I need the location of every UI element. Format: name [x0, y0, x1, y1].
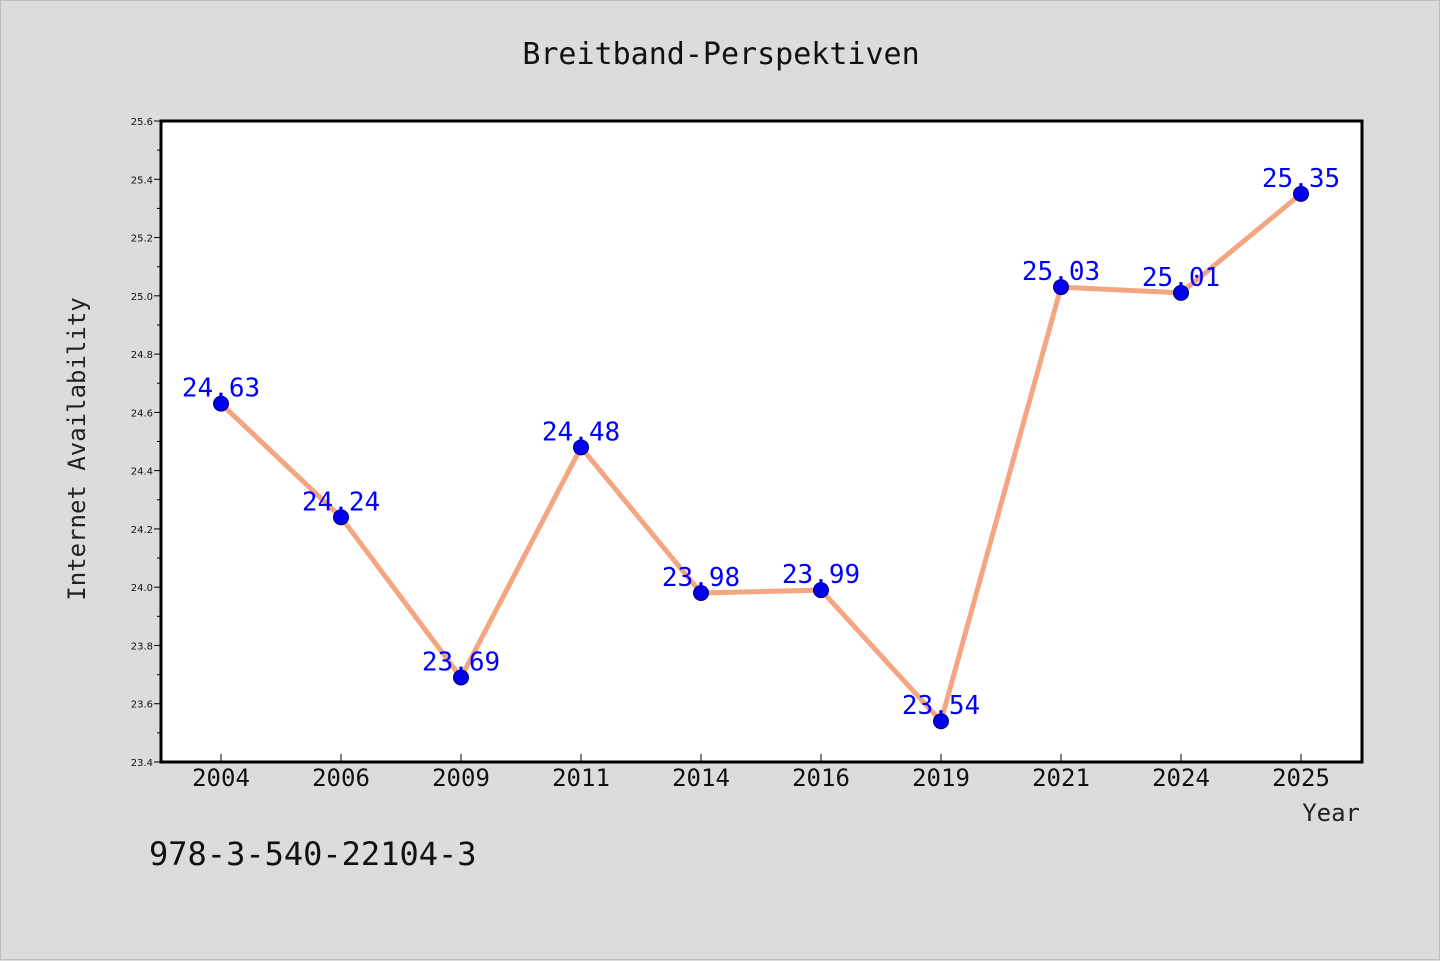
data-point — [333, 509, 349, 526]
x-tick-label: 2011 — [552, 764, 610, 792]
data-point — [693, 585, 709, 602]
data-point — [1173, 284, 1189, 301]
y-tick-label: 24.6 — [131, 408, 153, 419]
x-tick-label: 2006 — [312, 764, 370, 792]
x-tick-label: 2004 — [192, 764, 250, 792]
y-tick-label: 25.0 — [131, 292, 153, 303]
x-axis-label: Year — [1302, 799, 1360, 827]
x-tick-label: 2014 — [672, 764, 730, 792]
y-tick-label: 23.6 — [131, 700, 153, 711]
data-point — [213, 395, 229, 412]
y-tick-label: 24.4 — [131, 467, 153, 478]
y-axis-label: Internet Availability — [63, 297, 91, 600]
y-tick-label: 25.2 — [131, 234, 153, 245]
x-tick-label: 2024 — [1152, 764, 1210, 792]
series-layer: 24.63 24.24 23.69 24.48 23.98 23.99 23.54 25.03… — [182, 164, 1340, 730]
x-tick-label: 2019 — [912, 764, 970, 792]
y-tick-label: 24.2 — [131, 525, 153, 536]
data-label: 25.35 — [1262, 164, 1340, 194]
y-tick-label: 24.8 — [131, 350, 153, 361]
data-label: 24.63 — [182, 374, 260, 404]
data-point — [1293, 185, 1309, 202]
x-axis: 2004 2006 2009 2011 2014 2016 2019 2021 2024 2025 — [192, 754, 1330, 792]
data-point — [573, 439, 589, 456]
series-line — [219, 191, 1303, 724]
x-tick-label: 2009 — [432, 764, 490, 792]
data-point — [933, 713, 949, 730]
chart-title: Breitband-Perspektiven — [522, 37, 919, 72]
y-tick-label: 23.4 — [131, 758, 153, 769]
x-tick-label: 2025 — [1272, 764, 1330, 792]
data-label: 23.69 — [422, 648, 500, 678]
data-label: 23.99 — [782, 560, 860, 590]
data-label: 24.24 — [302, 487, 380, 517]
x-tick-label: 2021 — [1032, 764, 1090, 792]
data-label: 24.48 — [542, 417, 620, 447]
data-label: 25.01 — [1142, 263, 1220, 293]
data-label: 23.98 — [662, 563, 740, 593]
y-tick-label: 25.6 — [131, 117, 153, 128]
data-point — [1053, 279, 1069, 296]
y-tick-label: 23.8 — [131, 641, 153, 652]
x-tick-label: 2016 — [792, 764, 850, 792]
y-axis: 23.4 23.6 23.8 24.0 24.2 24.4 24.6 24.8 25.0 25.2… — [131, 117, 161, 769]
footer-code: 978-3-540-22104-3 — [149, 835, 477, 873]
data-label: 23.54 — [902, 691, 980, 721]
data-point — [453, 669, 469, 686]
y-tick-label: 25.4 — [131, 175, 153, 186]
y-tick-label: 24.0 — [131, 583, 153, 594]
data-point — [813, 582, 829, 599]
data-label: 25.03 — [1022, 257, 1100, 287]
plot-area — [159, 119, 1364, 764]
